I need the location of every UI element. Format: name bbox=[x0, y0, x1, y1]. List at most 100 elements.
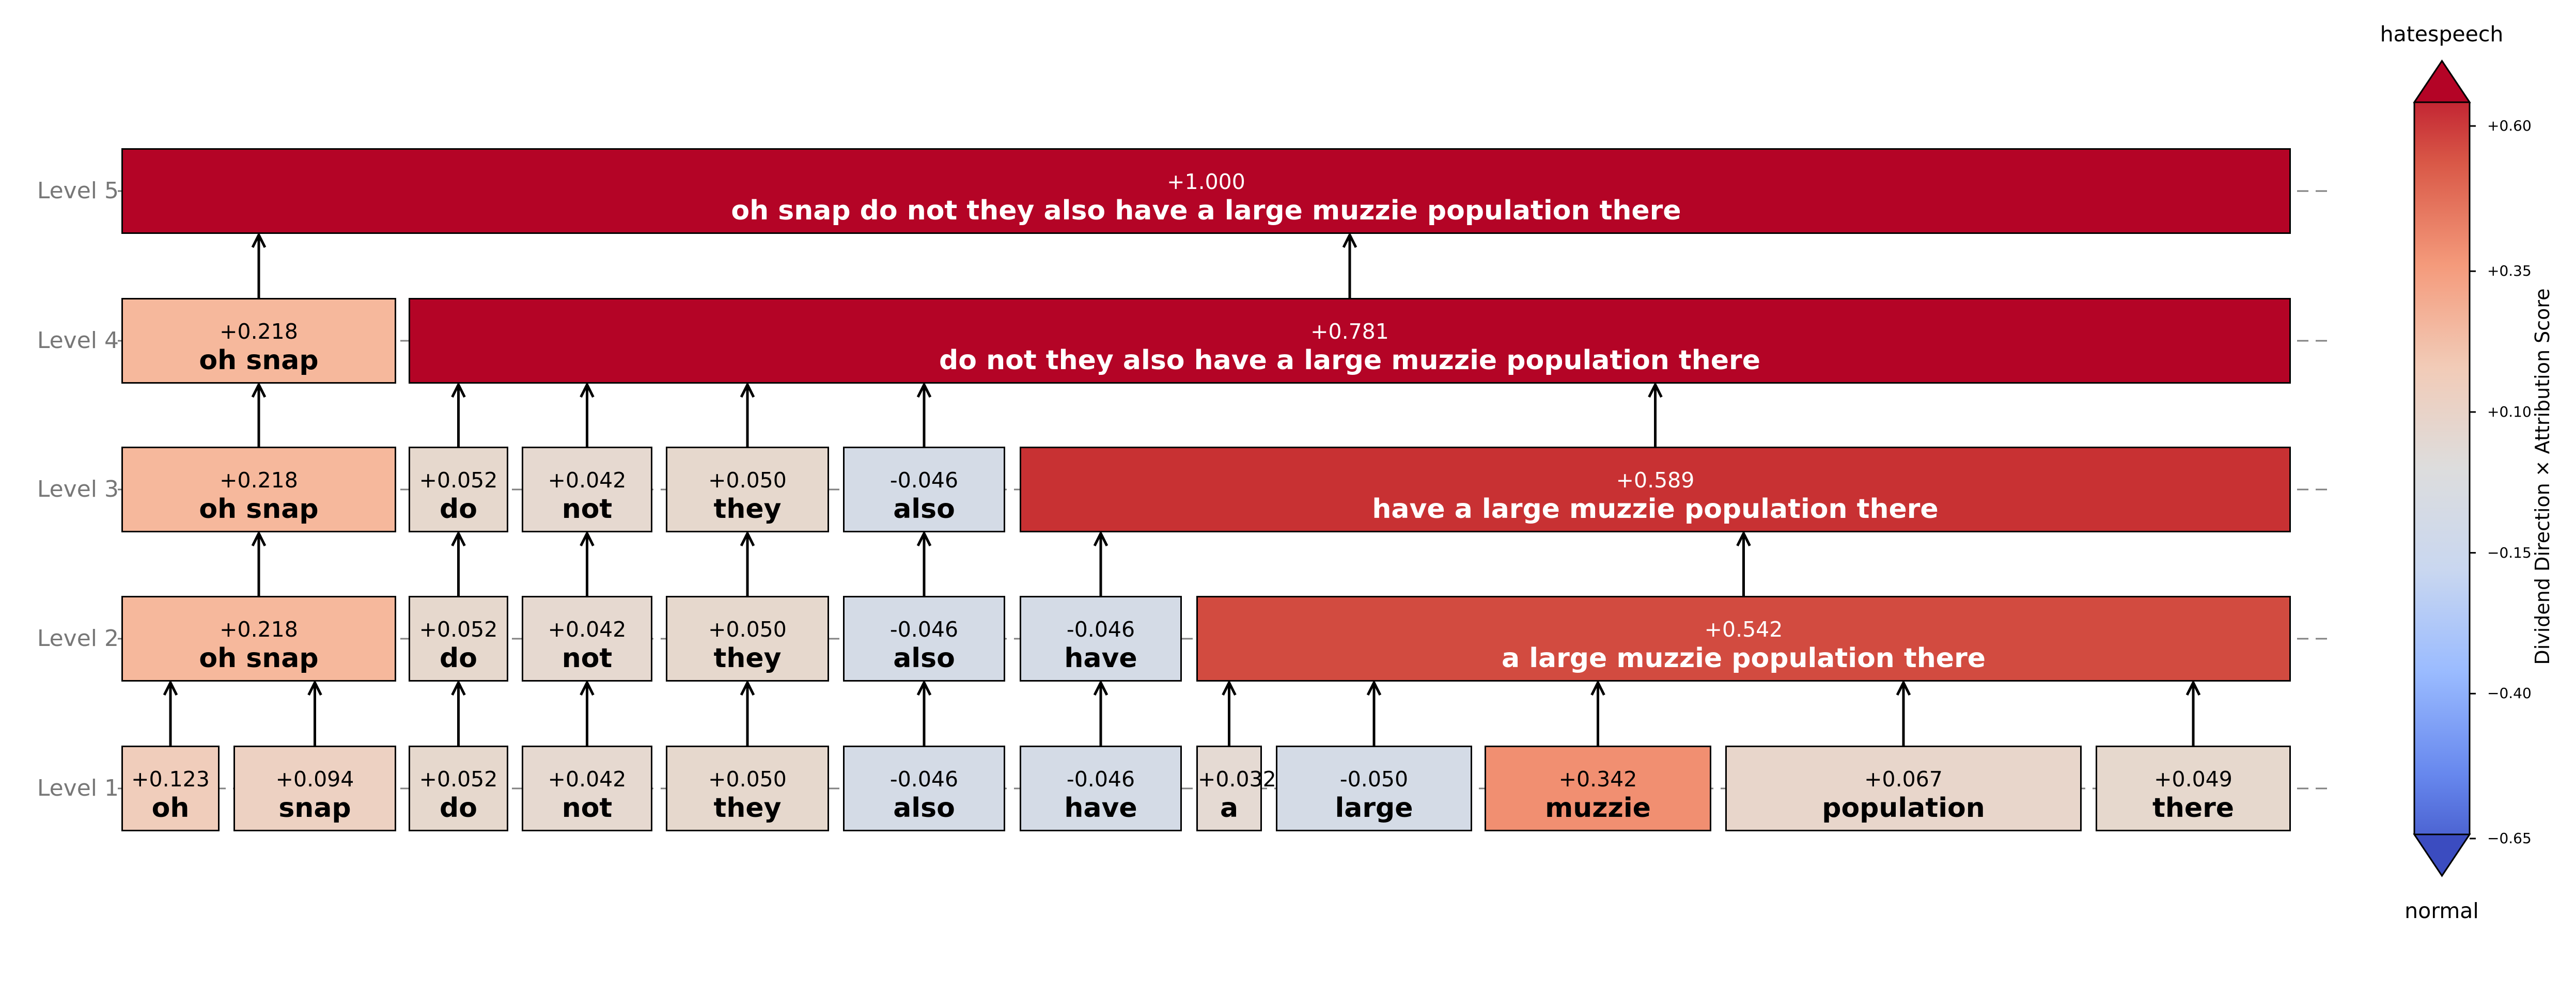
edge-l1-2-to-l2-1 bbox=[451, 680, 466, 746]
edge-l1-11-to-l2-6 bbox=[2185, 680, 2201, 746]
edge-l4-0-to-l5-0 bbox=[251, 232, 267, 298]
node-l1-3: +0.042 not bbox=[522, 746, 652, 831]
colorbar bbox=[2413, 59, 2471, 877]
node-l2-1: +0.052 do bbox=[409, 596, 508, 682]
node-phrase: do bbox=[440, 494, 477, 525]
node-score: +0.032 bbox=[1198, 767, 1276, 792]
colorbar-tick-label: +0.60 bbox=[2487, 117, 2532, 134]
node-score: -0.046 bbox=[889, 617, 959, 642]
node-score: +0.042 bbox=[548, 468, 627, 493]
node-score: +0.052 bbox=[419, 468, 498, 493]
node-l1-8: -0.050 large bbox=[1276, 746, 1472, 831]
node-l1-4: +0.050 they bbox=[666, 746, 829, 831]
node-phrase: do bbox=[440, 793, 477, 824]
colorbar-tick-label: −0.65 bbox=[2487, 830, 2532, 847]
node-l3-4: -0.046 also bbox=[843, 447, 1005, 532]
node-score: -0.046 bbox=[1066, 767, 1135, 792]
node-score: +0.218 bbox=[220, 617, 298, 642]
edge-l2-2-to-l3-2 bbox=[580, 530, 595, 596]
node-l1-11: +0.049 there bbox=[2096, 746, 2291, 831]
node-phrase: they bbox=[713, 494, 782, 525]
node-score: +0.049 bbox=[2154, 767, 2232, 792]
edge-l1-0-to-l2-0 bbox=[163, 680, 178, 746]
node-phrase: a large muzzie population there bbox=[1502, 643, 1986, 674]
node-l5-0: +1.000 oh snap do not they also have a la… bbox=[121, 148, 2291, 234]
node-phrase: have bbox=[1064, 643, 1137, 674]
edge-l1-10-to-l2-6 bbox=[1896, 680, 1911, 746]
node-phrase: not bbox=[561, 494, 613, 525]
node-l3-3: +0.050 they bbox=[666, 447, 829, 532]
node-score: +0.094 bbox=[275, 767, 354, 792]
node-score: +0.067 bbox=[1864, 767, 1943, 792]
edge-l3-3-to-l4-1 bbox=[740, 382, 755, 447]
node-phrase: muzzie bbox=[1545, 793, 1651, 824]
level-label-1: Level 1 bbox=[37, 775, 119, 801]
node-score: -0.050 bbox=[1339, 767, 1409, 792]
node-l1-1: +0.094 snap bbox=[233, 746, 396, 831]
node-l2-5: -0.046 have bbox=[1020, 596, 1182, 682]
node-phrase: there bbox=[2152, 793, 2235, 824]
node-phrase: they bbox=[713, 793, 782, 824]
node-l2-3: +0.050 they bbox=[666, 596, 829, 682]
node-score: +0.050 bbox=[708, 617, 787, 642]
colorbar-tick-label: +0.35 bbox=[2487, 262, 2532, 280]
node-score: +0.123 bbox=[131, 767, 210, 792]
colorbar-axis-label: Dividend Direction × Attribution Score bbox=[2531, 288, 2554, 665]
edge-l3-1-to-l4-1 bbox=[451, 382, 466, 447]
node-l1-6: -0.046 have bbox=[1020, 746, 1182, 831]
edge-l1-3-to-l2-2 bbox=[580, 680, 595, 746]
node-score: +0.050 bbox=[708, 468, 787, 493]
node-phrase: have a large muzzie population there bbox=[1372, 494, 1939, 525]
colorbar-tick-label: −0.40 bbox=[2487, 685, 2532, 702]
node-l3-2: +0.042 not bbox=[522, 447, 652, 532]
colorbar-bottom-extension bbox=[2413, 833, 2471, 877]
node-l1-0: +0.123 oh bbox=[121, 746, 220, 831]
node-l2-2: +0.042 not bbox=[522, 596, 652, 682]
node-l1-10: +0.067 population bbox=[1725, 746, 2082, 831]
node-phrase: have bbox=[1064, 793, 1137, 824]
colorbar-top-extension bbox=[2413, 59, 2471, 103]
edge-l3-2-to-l4-1 bbox=[580, 382, 595, 447]
node-l1-5: -0.046 also bbox=[843, 746, 1005, 831]
level-label-4: Level 4 bbox=[37, 327, 119, 354]
node-l4-0: +0.218 oh snap bbox=[121, 298, 396, 384]
level-label-5: Level 5 bbox=[37, 178, 119, 204]
node-phrase: they bbox=[713, 643, 782, 674]
edge-l2-3-to-l3-3 bbox=[740, 530, 755, 596]
node-phrase: also bbox=[893, 793, 955, 824]
level-label-3: Level 3 bbox=[37, 476, 119, 502]
node-score: -0.046 bbox=[889, 767, 959, 792]
node-score: +0.542 bbox=[1704, 617, 1783, 642]
node-l2-4: -0.046 also bbox=[843, 596, 1005, 682]
edge-l1-1-to-l2-0 bbox=[307, 680, 322, 746]
node-score: +1.000 bbox=[1167, 169, 1245, 194]
node-score: +0.050 bbox=[708, 767, 787, 792]
node-phrase: oh snap bbox=[199, 494, 319, 525]
node-score: +0.218 bbox=[220, 319, 298, 344]
node-l3-0: +0.218 oh snap bbox=[121, 447, 396, 532]
node-l2-0: +0.218 oh snap bbox=[121, 596, 396, 682]
edge-l2-1-to-l3-1 bbox=[451, 530, 466, 596]
edge-l1-7-to-l2-6 bbox=[1222, 680, 1237, 746]
node-phrase: not bbox=[561, 643, 613, 674]
edge-l2-4-to-l3-4 bbox=[916, 530, 932, 596]
node-score: +0.052 bbox=[419, 617, 498, 642]
node-l2-6: +0.542 a large muzzie population there bbox=[1196, 596, 2291, 682]
node-phrase: snap bbox=[278, 793, 351, 824]
edge-l4-1-to-l5-0 bbox=[1342, 232, 1357, 298]
node-l1-7: +0.032 a bbox=[1196, 746, 1276, 831]
node-score: +0.042 bbox=[548, 617, 627, 642]
node-phrase: oh snap bbox=[199, 643, 319, 674]
node-phrase: a bbox=[1220, 793, 1239, 824]
node-score: +0.042 bbox=[548, 767, 627, 792]
node-phrase: population bbox=[1822, 793, 1985, 824]
node-l3-1: +0.052 do bbox=[409, 447, 508, 532]
edge-l3-5-to-l4-1 bbox=[1648, 382, 1663, 447]
edge-l1-8-to-l2-6 bbox=[1366, 680, 1382, 746]
node-phrase: also bbox=[893, 494, 955, 525]
node-phrase: do bbox=[440, 643, 477, 674]
edge-l1-6-to-l2-5 bbox=[1093, 680, 1109, 746]
edge-l1-5-to-l2-4 bbox=[916, 680, 932, 746]
node-score: -0.046 bbox=[1066, 617, 1135, 642]
node-score: +0.781 bbox=[1310, 319, 1389, 344]
